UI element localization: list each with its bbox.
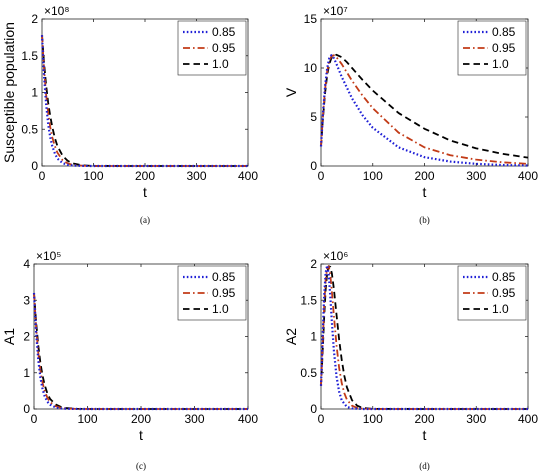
chart-panel-d: 0 100 200 300 400 0 0.5 1 1.5 2 ×10⁶ t A2 0.85 0.95 1.0… (283, 249, 538, 471)
legend-label: 0.85 (492, 25, 516, 39)
y-tick-label: 1.5 (21, 49, 38, 63)
y-tick-label: 4 (23, 257, 30, 271)
legend-label: 1.0 (492, 57, 509, 71)
chart-panel-c: 0 100 200 300 400 0 1 2 3 4 ×10⁵ t A1 0.85 0.95 1.0 (c) (1, 249, 258, 471)
legend-label: 1.0 (212, 57, 229, 71)
x-tick-label: 400 (238, 169, 258, 183)
y-tick-label: 2 (23, 330, 30, 344)
y-tick-label: 0.5 (21, 122, 38, 136)
x-axis-label: t (139, 427, 143, 443)
y-tick-label: 15 (304, 12, 318, 26)
series-line-1-0 (33, 292, 248, 410)
chart-panel-b: 0 100 200 300 400 0 5 10 15 ×10⁷ t V 0.85 0.95 1.0 (b) (283, 4, 538, 225)
x-tick-label: 300 (186, 169, 206, 183)
x-tick-label: 200 (135, 169, 155, 183)
y-tick-label: 3 (23, 293, 30, 307)
x-tick-label: 100 (363, 169, 383, 183)
panel-caption: (c) (136, 461, 146, 471)
legend-label: 1.0 (212, 302, 229, 316)
legend-label: 0.85 (212, 25, 236, 39)
y-tick-label: 0 (310, 402, 317, 416)
x-tick-label: 300 (466, 412, 486, 426)
y-tick-label: 10 (304, 61, 318, 75)
y-exponent-label: ×10⁶ (323, 249, 348, 263)
chart-panel-a: 0 100 200 300 400 0 0.5 1 1.5 2 ×10⁸ t Susceptible p… (1, 4, 258, 225)
y-tick-label: 0.5 (300, 366, 317, 380)
legend-label: 0.95 (492, 286, 516, 300)
y-tick-label: 0 (23, 402, 30, 416)
legend-label: 0.85 (492, 270, 516, 284)
x-axis-label: t (423, 427, 427, 443)
series-line-0-95 (320, 265, 528, 410)
y-tick-label: 1 (310, 330, 317, 344)
y-tick-label: 2 (310, 257, 317, 271)
legend: 0.85 0.95 1.0 (177, 20, 247, 76)
y-tick-label: 0 (310, 159, 317, 173)
x-tick-label: 200 (414, 169, 434, 183)
legend: 0.85 0.95 1.0 (457, 20, 527, 76)
x-tick-label: 0 (318, 412, 325, 426)
y-tick-label: 1.5 (300, 293, 317, 307)
y-axis-label: V (283, 87, 299, 97)
y-tick-label: 1 (31, 86, 38, 100)
panel-caption: (b) (419, 215, 430, 225)
y-axis-label: A1 (1, 328, 17, 345)
legend: 0.85 0.95 1.0 (177, 265, 247, 321)
y-tick-label: 1 (23, 366, 30, 380)
x-tick-label: 100 (83, 169, 103, 183)
x-tick-label: 300 (466, 169, 486, 183)
series-line-1-0 (320, 53, 529, 159)
x-axis-label: t (143, 184, 147, 200)
legend-label: 0.95 (212, 41, 236, 55)
x-tick-label: 400 (238, 412, 258, 426)
y-tick-label: 5 (310, 110, 317, 124)
panel-caption: (a) (140, 215, 150, 225)
legend-label: 0.95 (212, 286, 236, 300)
y-tick-label: 2 (31, 12, 38, 26)
y-exponent-label: ×10⁸ (44, 4, 69, 18)
x-tick-label: 400 (518, 169, 538, 183)
y-axis-label: A2 (283, 328, 299, 345)
y-exponent-label: ×10⁷ (323, 4, 348, 18)
panel-caption: (d) (419, 461, 430, 471)
x-tick-label: 100 (363, 412, 383, 426)
legend-label: 1.0 (492, 302, 509, 316)
x-tick-label: 0 (31, 412, 38, 426)
x-tick-label: 200 (131, 412, 151, 426)
x-axis-label: t (423, 184, 427, 200)
y-axis-label: Susceptible population (1, 22, 17, 163)
x-tick-label: 300 (184, 412, 204, 426)
x-tick-label: 100 (77, 412, 97, 426)
legend-label: 0.85 (212, 270, 236, 284)
x-tick-label: 0 (39, 169, 46, 183)
x-tick-label: 400 (518, 412, 538, 426)
y-tick-label: 0 (31, 159, 38, 173)
y-exponent-label: ×10⁵ (36, 249, 61, 263)
legend: 0.85 0.95 1.0 (457, 265, 527, 321)
series-line-0-85 (32, 292, 248, 411)
x-tick-label: 0 (318, 169, 325, 183)
x-tick-label: 200 (414, 412, 434, 426)
series-line-0-85 (319, 264, 528, 411)
series-line-0-85 (319, 54, 529, 167)
legend-label: 0.95 (492, 41, 516, 55)
